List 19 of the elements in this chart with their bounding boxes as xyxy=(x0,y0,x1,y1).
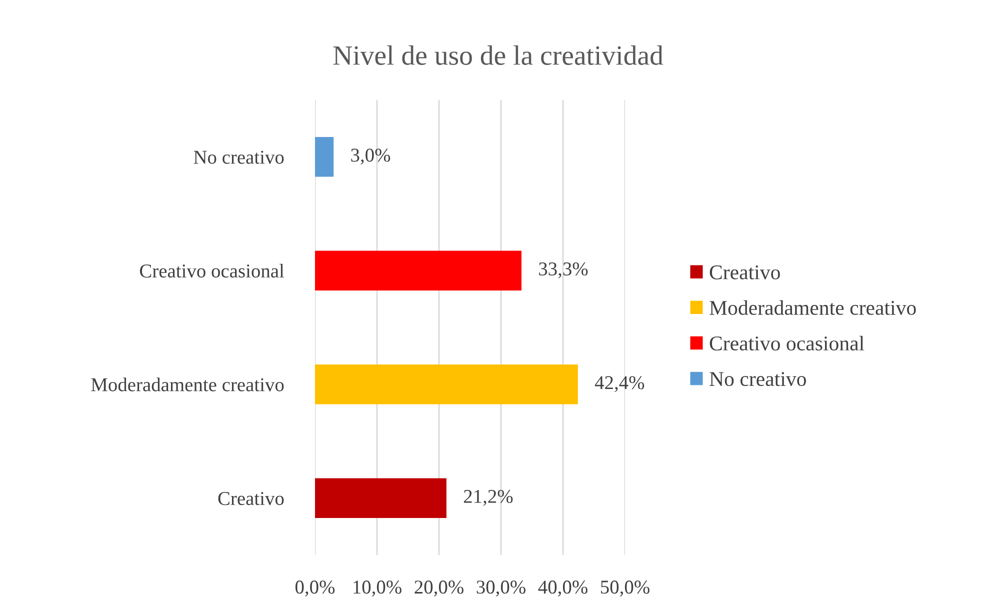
legend-label: No creativo xyxy=(710,372,806,386)
x-tick-label: 0,0% xyxy=(295,580,335,596)
x-tick-label: 10,0% xyxy=(354,580,402,596)
legend-label: Moderadamente creativo xyxy=(710,300,916,315)
data-label: 3,0% xyxy=(351,148,390,165)
data-label: 33,3% xyxy=(539,262,588,278)
legend-label: Creativo ocasional xyxy=(710,336,864,350)
y-tick-label: Creativo xyxy=(218,492,284,506)
chart-title: Nivel de uso de la creatividad xyxy=(333,45,664,65)
y-tick-label: Moderadamente creativo xyxy=(91,378,284,392)
legend-label: Creativo xyxy=(710,265,780,280)
x-tick-label: 50,0% xyxy=(601,580,650,596)
x-tick-label: 20,0% xyxy=(414,580,464,596)
x-tick-label: 30,0% xyxy=(476,580,526,596)
x-tick-label: 40,0% xyxy=(538,580,588,596)
data-label: 21,2% xyxy=(464,490,513,506)
y-tick-label: Creativo ocasional xyxy=(140,264,284,278)
y-tick-label: No creativo xyxy=(194,150,284,164)
data-label: 42,4% xyxy=(594,376,644,392)
